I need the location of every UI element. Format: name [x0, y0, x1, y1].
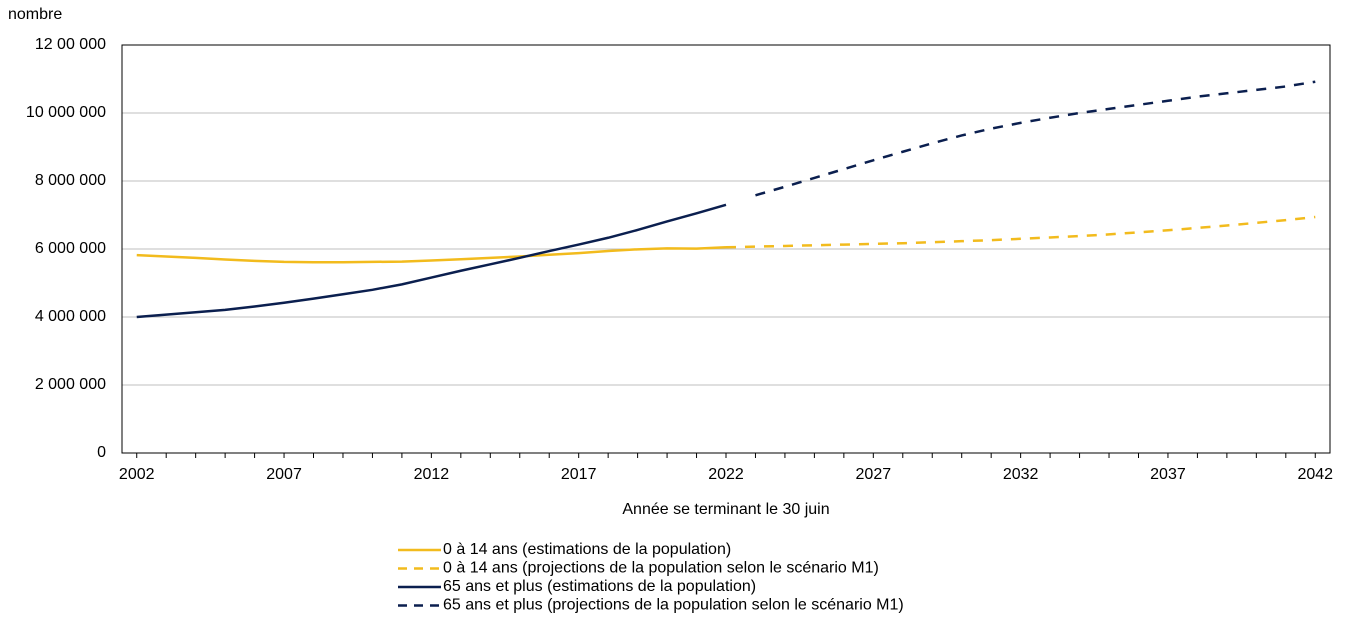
y-tick-label: 0 — [97, 444, 106, 461]
x-axis-label: Année se terminant le 30 juin — [622, 501, 829, 518]
y-axis-label: nombre — [8, 6, 62, 23]
x-tick-label: 2037 — [1150, 466, 1186, 483]
y-tick-label: 8 000 000 — [35, 172, 106, 189]
legend-label: 65 ans et plus (projections de la popula… — [443, 597, 904, 614]
y-tick-label: 10 000 000 — [26, 104, 106, 121]
legend-label: 65 ans et plus (estimations de la popula… — [443, 578, 756, 595]
series-line — [725, 215, 1316, 249]
y-tick-label: 4 000 000 — [35, 308, 106, 325]
y-tick-label: 2 000 000 — [35, 376, 106, 393]
y-tick-label: 6 000 000 — [35, 240, 106, 257]
legend-label: 0 à 14 ans (projections de la population… — [443, 560, 879, 577]
x-tick-label: 2032 — [1003, 466, 1039, 483]
x-tick-label: 2027 — [856, 466, 892, 483]
x-tick-label: 2002 — [119, 466, 155, 483]
x-tick-label: 2007 — [266, 466, 302, 483]
series-line — [136, 246, 727, 264]
x-tick-label: 2042 — [1297, 466, 1333, 483]
series-line — [755, 80, 1316, 197]
x-tick-label: 2012 — [414, 466, 450, 483]
legend-label: 0 à 14 ans (estimations de la population… — [443, 541, 731, 558]
x-tick-label: 2022 — [708, 466, 744, 483]
y-tick-label: 12 00 000 — [35, 36, 106, 53]
x-tick-label: 2017 — [561, 466, 597, 483]
series-line — [136, 203, 727, 319]
